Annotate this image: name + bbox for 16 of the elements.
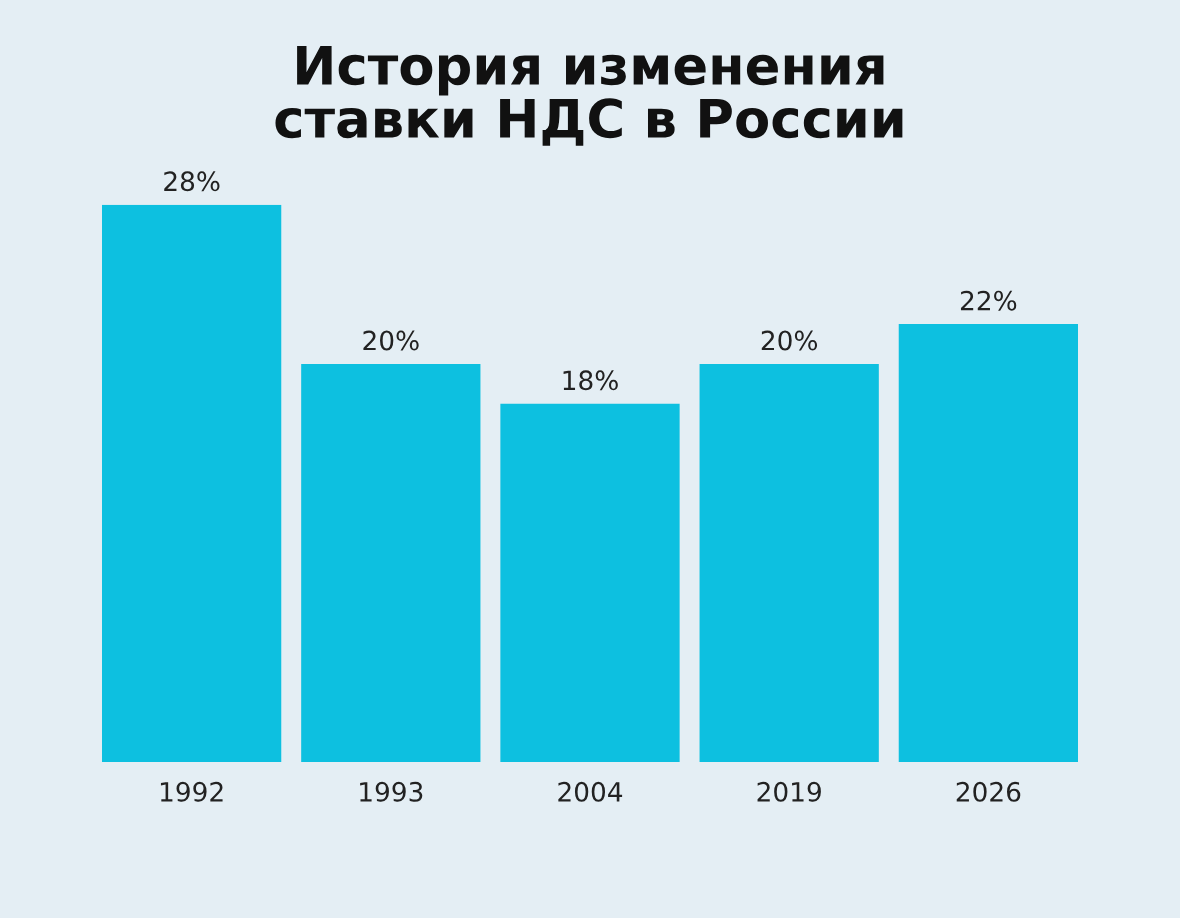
chart-title: История изменения ставки НДС в России xyxy=(275,45,903,146)
bar xyxy=(301,363,481,762)
data-label: 20% xyxy=(761,330,818,351)
data-label: 20% xyxy=(363,330,419,351)
bar xyxy=(500,403,680,762)
x-tick-label: 1992 xyxy=(160,781,223,802)
x-tick-label: 2019 xyxy=(757,781,821,802)
bar xyxy=(898,324,1078,762)
bar xyxy=(699,363,879,762)
x-tick-label: 2004 xyxy=(558,781,623,802)
data-label: 28% xyxy=(164,171,220,192)
bar xyxy=(102,204,282,762)
x-tick-label: 1993 xyxy=(360,781,423,802)
data-label: 18% xyxy=(563,370,618,391)
x-tick-label: 2026 xyxy=(956,781,1021,802)
data-label: 22% xyxy=(960,290,1017,311)
